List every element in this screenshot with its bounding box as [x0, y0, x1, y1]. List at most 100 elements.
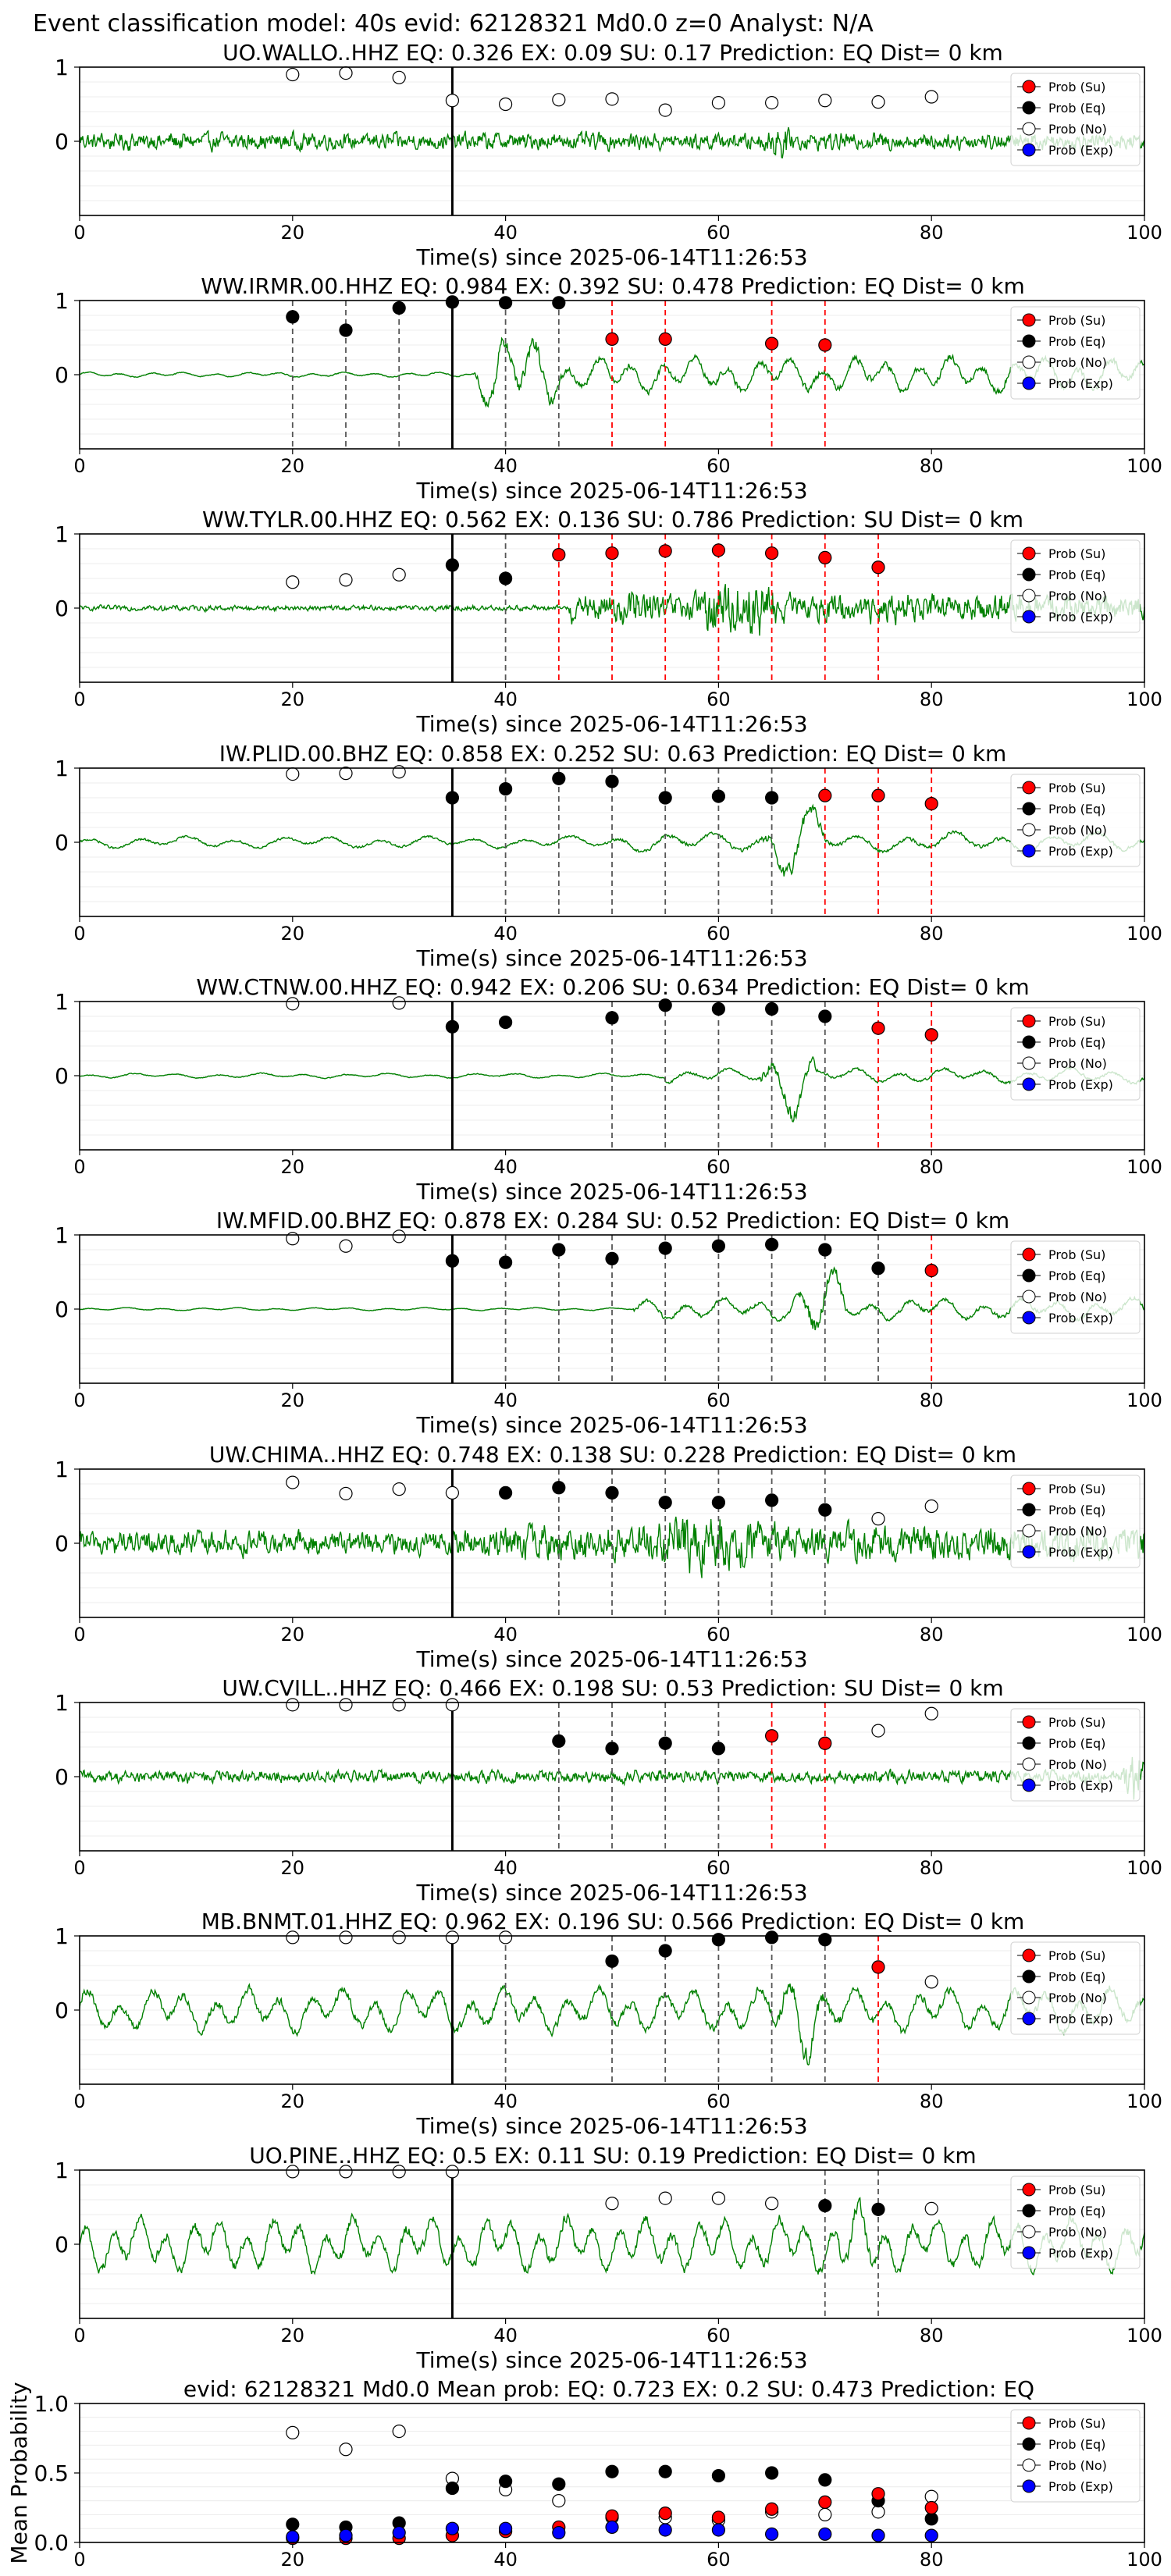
mean-marker-su [818, 2495, 832, 2509]
x-tick-label: 20 [281, 1857, 305, 1879]
x-axis-label: Time(s) since 2025-06-14T11:26:53 [415, 2113, 807, 2139]
legend-marker-no [1022, 2225, 1036, 2239]
x-tick-label: 0 [73, 1624, 85, 1646]
prob-marker-su [818, 1736, 832, 1750]
prob-marker-su [605, 332, 619, 346]
legend-label-exp: Prob (Exp) [1048, 2479, 1113, 2494]
legend-marker-exp [1022, 1545, 1036, 1559]
prob-marker-no [339, 1698, 353, 1712]
y-tick-label: 0 [55, 362, 69, 388]
prob-marker-eq [498, 1485, 513, 1500]
prob-marker-eq [605, 1485, 619, 1500]
mean-marker-no [818, 2507, 832, 2521]
legend-label-eq: Prob (Eq) [1048, 1503, 1105, 1517]
y-tick-label: 0 [55, 129, 69, 155]
mean-marker-eq [286, 2517, 300, 2532]
legend-marker-su [1022, 80, 1036, 94]
y-tick-label: 1 [55, 2158, 69, 2183]
legend-label-eq: Prob (Eq) [1048, 1035, 1105, 1050]
prob-marker-eq [552, 1243, 566, 1257]
prob-marker-eq [818, 1503, 832, 1517]
x-tick-label: 0 [73, 688, 85, 710]
plot-frame [79, 2403, 1145, 2543]
legend-marker-eq [1022, 802, 1036, 816]
x-tick-label: 60 [707, 2090, 731, 2112]
mean-marker-eq [711, 2468, 726, 2483]
x-tick-label: 40 [493, 2325, 518, 2347]
plot-frame [79, 767, 1145, 917]
prob-marker-no [392, 1482, 406, 1496]
mean-marker-eq [764, 2466, 779, 2480]
prob-marker-no [871, 1512, 885, 1526]
x-tick-label: 20 [281, 1624, 305, 1646]
legend-label-no: Prob (No) [1048, 1757, 1107, 1772]
prob-marker-eq [605, 774, 619, 788]
panel-5: 0 20 40 60 80 100 WW.CTNW.00.HHZ EQ: 0.942 EX:… [55, 974, 1162, 1204]
x-tick-label: 0 [73, 1156, 85, 1178]
legend-label-exp: Prob (Exp) [1048, 1545, 1113, 1560]
x-tick-label: 100 [1127, 923, 1162, 945]
mean-marker-exp [552, 2525, 566, 2540]
panel-6: 0 20 40 60 80 100 IW.MFID.00.BHZ EQ: 0.878 EX:… [55, 1208, 1162, 1438]
mean-marker-exp [764, 2527, 779, 2541]
legend-label-eq: Prob (Eq) [1048, 1268, 1105, 1283]
legend-label-eq: Prob (Eq) [1048, 568, 1105, 582]
legend-label-su: Prob (Su) [1048, 781, 1105, 795]
prob-marker-eq [498, 1015, 513, 1030]
prob-marker-no [445, 1485, 460, 1500]
prob-marker-no [286, 1232, 300, 1246]
prob-marker-no [392, 1698, 406, 1712]
x-tick-label: 80 [920, 2325, 944, 2347]
prob-marker-su [552, 547, 566, 562]
prob-marker-no [764, 96, 779, 110]
plot-frame [79, 1468, 1145, 1618]
x-tick-label: 20 [281, 1156, 305, 1178]
prob-marker-su [764, 1729, 779, 1743]
legend-label-su: Prob (Su) [1048, 1482, 1105, 1496]
mean-marker-su [605, 2509, 619, 2523]
legend-marker-eq [1022, 1503, 1036, 1517]
legend-marker-exp [1022, 2012, 1036, 2026]
prob-marker-eq [764, 1237, 779, 1251]
x-tick-label: 60 [707, 923, 731, 945]
prob-marker-no [392, 1930, 406, 1944]
prob-marker-su [711, 543, 726, 557]
legend-label-exp: Prob (Exp) [1048, 376, 1113, 391]
prob-marker-no [658, 2191, 672, 2205]
mean-marker-exp [658, 2523, 672, 2537]
prob-marker-no [286, 1475, 300, 1489]
x-tick-label: 80 [920, 222, 944, 244]
x-tick-label: 100 [1127, 1857, 1162, 1879]
x-tick-label: 60 [707, 688, 731, 710]
x-tick-label: 20 [281, 2549, 305, 2571]
legend-marker-exp [1022, 2479, 1036, 2493]
legend-marker-no [1022, 1991, 1036, 2005]
legend-label-su: Prob (Su) [1048, 2183, 1105, 2197]
mean-marker-su [711, 2510, 726, 2524]
legend-label-su: Prob (Su) [1048, 1948, 1105, 1963]
panel-title: IW.MFID.00.BHZ EQ: 0.878 EX: 0.284 SU: 0… [216, 1208, 1009, 1233]
prob-marker-no [392, 1229, 406, 1244]
y-tick-label: 0.5 [34, 2460, 69, 2486]
x-tick-label: 0 [73, 2090, 85, 2112]
y-tick-label: 0 [55, 596, 69, 621]
prob-marker-eq [605, 1954, 619, 1968]
x-tick-label: 0 [73, 2549, 85, 2571]
x-tick-label: 20 [281, 455, 305, 477]
legend-label-exp: Prob (Exp) [1048, 844, 1113, 859]
y-tick-label: 1 [55, 55, 69, 80]
x-tick-label: 20 [281, 688, 305, 710]
legend-marker-exp [1022, 1778, 1036, 1792]
mean-marker-exp [871, 2528, 885, 2542]
prob-marker-no [445, 2165, 460, 2179]
legend-label-su: Prob (Su) [1048, 1247, 1105, 1262]
prob-marker-su [818, 338, 832, 352]
legend-label-no: Prob (No) [1048, 823, 1107, 838]
prob-marker-su [871, 560, 885, 575]
legend-label-exp: Prob (Exp) [1048, 143, 1113, 158]
legend-label-no: Prob (No) [1048, 2225, 1107, 2240]
x-tick-label: 40 [493, 2549, 518, 2571]
legend-marker-eq [1022, 1736, 1036, 1750]
legend-marker-exp [1022, 610, 1036, 624]
panel-title: WW.IRMR.00.HHZ EQ: 0.984 EX: 0.392 SU: 0… [201, 273, 1025, 299]
